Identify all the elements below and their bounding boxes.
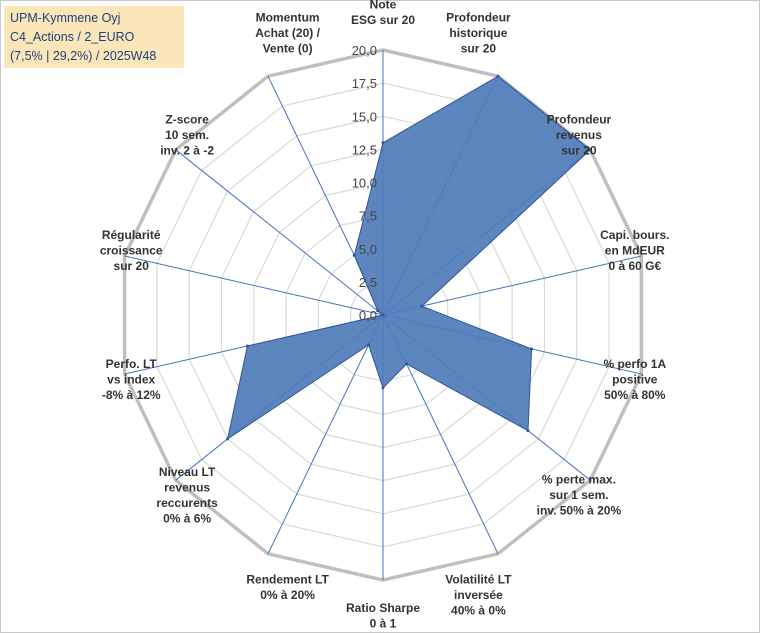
axis-label-line: Capi. bours. — [600, 228, 669, 242]
portfolio-category: C4_Actions / 2_EURO — [10, 30, 135, 44]
axis-label-line: sur 1 sem. — [549, 488, 608, 502]
axis-label-line: Régularité — [102, 228, 161, 242]
data-point — [367, 343, 371, 347]
axis-label-line: Profondeur — [547, 112, 612, 126]
axis-label-line: 50% à 80% — [604, 388, 666, 402]
axis-label: Z-score 10 sem.inv. 2 à -2 — [160, 112, 214, 157]
data-point — [496, 74, 500, 78]
axis-label-line: sur 20 — [561, 143, 597, 157]
axis-label: % perte max.sur 1 sem. inv. 50% à 20% — [537, 473, 622, 518]
axis-label-line: Niveau LT — [159, 465, 216, 479]
axis-label: Rendement LT 0% à 20% — [246, 572, 329, 602]
company-name: UPM-Kymmene Oyj — [10, 11, 121, 25]
data-point — [588, 148, 592, 152]
data-point — [526, 429, 530, 433]
axis-label-line: 0 à 1 — [370, 617, 397, 631]
axis-label-line: inv. 2 à -2 — [160, 143, 214, 157]
axis-label-line: Perfo. LT — [106, 357, 158, 371]
axis-label-line: 40% à 0% — [451, 603, 506, 617]
axis-spoke — [267, 314, 384, 555]
axis-label-line: Note — [370, 0, 397, 12]
axis-label-line: historique — [449, 26, 507, 40]
tick-label: 15,0 — [352, 109, 377, 124]
axis-label-line: sur 20 — [114, 259, 150, 273]
axis-spoke — [124, 255, 384, 316]
data-point — [226, 437, 230, 441]
tick-label: 12,5 — [352, 142, 377, 157]
axis-label-line: Z-score — [165, 112, 209, 126]
weights-and-week: (7,5% | 29,2%) / 2025W48 — [10, 49, 157, 63]
axis-label-line: croissance — [100, 244, 163, 258]
axis-label-line: Rendement LT — [246, 572, 329, 586]
axis-label-line: -8% à 12% — [102, 388, 161, 402]
series-area — [226, 75, 591, 440]
data-point — [381, 386, 385, 390]
data-point — [405, 362, 409, 366]
tick-label: 17,5 — [352, 76, 377, 91]
axis-label-line: positive — [612, 372, 658, 386]
data-point — [530, 347, 534, 351]
tick-label: 20,0 — [352, 43, 377, 58]
axis-label-line: Ratio Sharpe — [346, 601, 420, 615]
axis-label-line: revenus — [164, 480, 210, 494]
axis-label-line: Momentum — [256, 11, 320, 25]
data-point — [420, 304, 424, 308]
axis-label-line: sur 20 — [461, 42, 497, 56]
chart-title-box: UPM-Kymmene Oyj C4_Actions / 2_EURO (7,5… — [4, 6, 184, 68]
axis-label-line: Achat (20) / — [255, 26, 320, 40]
axis-label-line: Volatilité LT — [445, 572, 512, 586]
axis-label-line: reccurents — [156, 496, 218, 510]
axis-spoke — [175, 149, 384, 316]
axis-label-line: % perte max. — [542, 473, 616, 487]
tick-label: 0,0 — [359, 308, 377, 323]
axis-label-line: 0% à 20% — [260, 588, 315, 602]
data-point — [381, 141, 385, 145]
axis-label-line: % perfo 1A — [603, 357, 666, 371]
axis-label-line: ESG sur 20 — [351, 13, 415, 27]
axis-label-line: en MdEUR — [605, 244, 665, 258]
axis-label-line: inversée — [454, 588, 503, 602]
data-point — [381, 313, 385, 317]
axis-label-line: 0% à 6% — [163, 511, 211, 525]
axis-label-line: vs index — [107, 372, 155, 386]
axis-label-line: Profondeur — [446, 11, 511, 25]
axis-label-line: 0 à 60 G€ — [608, 259, 661, 273]
tick-label: 5,0 — [359, 242, 377, 257]
axis-label-line: revenus — [556, 128, 602, 142]
axis-label-line: Vente (0) — [263, 42, 313, 56]
axis-spoke — [382, 255, 642, 316]
axis-label-line: 10 sem. — [165, 128, 209, 142]
tick-label: 10,0 — [352, 176, 377, 191]
axis-label-line: inv. 50% à 20% — [537, 504, 622, 518]
data-point — [352, 253, 356, 257]
tick-label: 2,5 — [359, 275, 377, 290]
tick-label: 7,5 — [359, 209, 377, 224]
data-point — [376, 309, 380, 313]
axis-label: Ratio Sharpe 0 à 1 — [346, 601, 420, 631]
data-point — [245, 344, 249, 348]
